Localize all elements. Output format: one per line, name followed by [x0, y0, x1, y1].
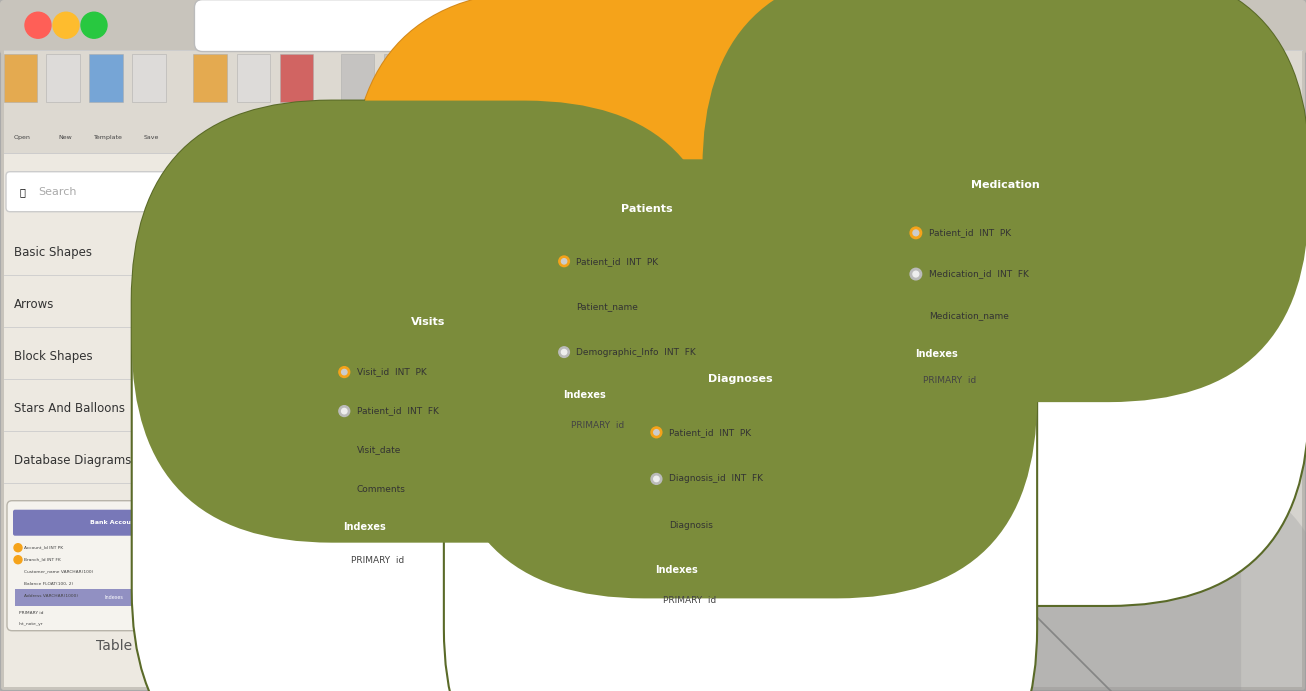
Text: Search: Search [38, 187, 77, 197]
Text: Bank Account: Bank Account [90, 520, 138, 525]
FancyBboxPatch shape [195, 0, 1098, 52]
Text: Diagnoses: Diagnoses [708, 374, 773, 384]
Text: Diagnosis_id  INT  FK: Diagnosis_id INT FK [669, 475, 763, 484]
FancyBboxPatch shape [7, 501, 222, 631]
Text: Indexes: Indexes [104, 595, 124, 600]
Circle shape [913, 230, 918, 236]
Circle shape [910, 268, 922, 280]
Text: PRIMARY  id: PRIMARY id [923, 377, 977, 386]
FancyBboxPatch shape [132, 54, 166, 102]
FancyBboxPatch shape [236, 54, 270, 102]
Text: Patient_id  INT  PK: Patient_id INT PK [930, 228, 1011, 238]
Text: Indexes: Indexes [656, 565, 699, 574]
Text: Medication: Medication [972, 180, 1040, 190]
FancyBboxPatch shape [0, 0, 1306, 55]
Text: Patient_id  INT  PK: Patient_id INT PK [669, 428, 751, 437]
Circle shape [910, 227, 922, 238]
Text: Paste: Paste [204, 135, 221, 140]
Text: Basic Shapes: Basic Shapes [14, 246, 91, 259]
Circle shape [338, 367, 350, 377]
FancyBboxPatch shape [652, 290, 1241, 691]
Circle shape [342, 370, 347, 375]
FancyBboxPatch shape [13, 510, 215, 536]
Text: creately.com: creately.com [598, 18, 695, 33]
Circle shape [913, 271, 918, 277]
Text: Visit_id  INT  PK: Visit_id INT PK [357, 368, 427, 377]
Circle shape [54, 12, 78, 38]
Text: Block Shapes: Block Shapes [14, 350, 93, 363]
Text: Patient_name: Patient_name [576, 302, 639, 311]
Text: Redo: Redo [394, 135, 410, 140]
Text: New: New [59, 135, 72, 140]
FancyBboxPatch shape [530, 54, 564, 102]
FancyBboxPatch shape [592, 54, 626, 102]
Circle shape [81, 12, 107, 38]
FancyBboxPatch shape [132, 101, 725, 691]
Circle shape [559, 347, 569, 357]
FancyBboxPatch shape [644, 383, 837, 399]
Text: Medication_id  INT  FK: Medication_id INT FK [930, 269, 1029, 278]
FancyBboxPatch shape [132, 101, 725, 542]
FancyBboxPatch shape [551, 381, 742, 408]
Circle shape [14, 544, 22, 551]
Text: Address VARCHAR(1000): Address VARCHAR(1000) [24, 594, 78, 598]
Text: Patient_id  INT  FK: Patient_id INT FK [357, 406, 439, 415]
FancyBboxPatch shape [384, 54, 417, 102]
Text: Patients: Patients [620, 204, 673, 214]
Circle shape [654, 430, 660, 435]
Text: PRIMARY  id: PRIMARY id [571, 421, 624, 430]
Circle shape [338, 406, 350, 417]
FancyBboxPatch shape [7, 171, 230, 211]
Text: Text: Text [457, 135, 469, 140]
FancyBboxPatch shape [4, 54, 37, 102]
Text: Patient_id  INT  PK: Patient_id INT PK [576, 257, 658, 266]
FancyBboxPatch shape [341, 54, 374, 102]
Text: PRIMARY id: PRIMARY id [20, 611, 43, 615]
FancyBboxPatch shape [635, 54, 667, 102]
Text: Indexes: Indexes [563, 390, 606, 400]
FancyBboxPatch shape [332, 326, 525, 343]
Circle shape [650, 427, 662, 438]
Text: Arrows: Arrows [14, 299, 55, 311]
FancyBboxPatch shape [193, 54, 227, 102]
FancyBboxPatch shape [444, 160, 1037, 691]
FancyBboxPatch shape [351, 0, 942, 652]
Text: Diagnosis: Diagnosis [669, 521, 713, 530]
Text: Comments: Comments [357, 484, 406, 493]
FancyBboxPatch shape [432, 401, 1025, 691]
Text: Open: Open [13, 135, 30, 140]
FancyBboxPatch shape [703, 0, 1306, 402]
FancyBboxPatch shape [4, 50, 1302, 153]
Text: Customer_name VARCHAR(100): Customer_name VARCHAR(100) [24, 569, 93, 574]
Text: ↻: ↻ [1109, 18, 1122, 33]
Circle shape [559, 256, 569, 267]
FancyBboxPatch shape [902, 341, 1109, 366]
FancyBboxPatch shape [4, 153, 234, 687]
FancyBboxPatch shape [47, 54, 80, 102]
Text: PRIMARY  id: PRIMARY id [351, 556, 405, 565]
Circle shape [342, 408, 347, 414]
Text: Table: Table [97, 638, 132, 653]
Text: Cut: Cut [293, 135, 303, 140]
FancyBboxPatch shape [1003, 267, 1306, 691]
Text: Indexes: Indexes [343, 522, 387, 532]
FancyBboxPatch shape [644, 556, 837, 583]
Text: Save: Save [144, 135, 159, 140]
FancyBboxPatch shape [14, 589, 214, 606]
Text: Demographic_Info  INT  FK: Demographic_Info INT FK [576, 348, 696, 357]
Text: Line: Line [690, 135, 703, 140]
FancyBboxPatch shape [744, 460, 1306, 691]
FancyBboxPatch shape [444, 160, 1037, 598]
FancyBboxPatch shape [487, 54, 521, 102]
Text: Account_Id INT PK: Account_Id INT PK [24, 546, 63, 550]
Text: Copy: Copy [247, 135, 263, 140]
FancyBboxPatch shape [444, 54, 478, 102]
FancyBboxPatch shape [90, 54, 123, 102]
Text: Visits: Visits [411, 316, 445, 327]
FancyBboxPatch shape [703, 0, 1306, 606]
Text: Balance FLOAT(100, 2): Balance FLOAT(100, 2) [24, 582, 73, 586]
Circle shape [14, 556, 22, 564]
Text: Medication_name: Medication_name [930, 311, 1010, 320]
Text: 🔍: 🔍 [20, 187, 26, 197]
